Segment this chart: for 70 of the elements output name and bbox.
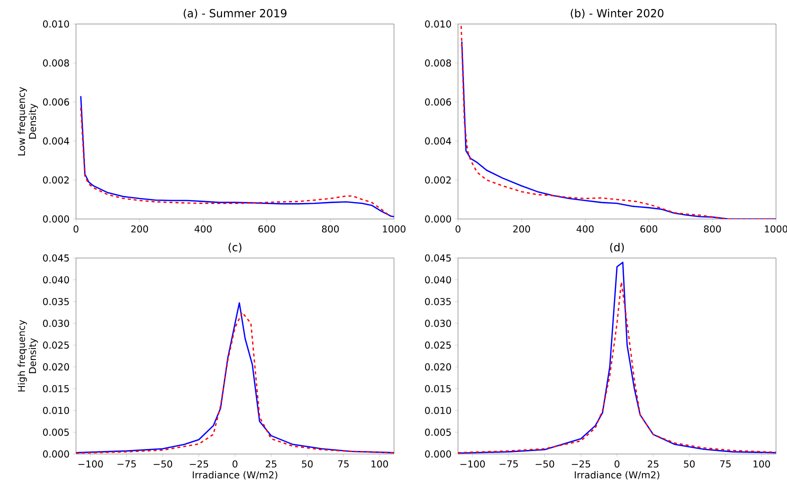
x-tick-label: 50 (684, 460, 695, 468)
y-tick-label: 0.015 (43, 385, 69, 392)
y-tick-label: 0.040 (43, 276, 69, 284)
x-tick-label: −100 (78, 460, 103, 468)
y-tick-label: 0.010 (425, 406, 451, 414)
x-axis-title: Irradiance (W/m2) (574, 471, 660, 480)
x-tick-label: −75 (500, 460, 518, 468)
y-tick-label: 0.030 (425, 320, 451, 327)
y-tick-label: 0.045 (43, 254, 69, 262)
x-tick-label: −25 (190, 460, 208, 468)
y-tick-label: 0.040 (425, 276, 451, 284)
x-tick-label: 400 (576, 225, 594, 233)
x-tick-label: −50 (154, 460, 172, 468)
x-tick-label: 0 (456, 225, 460, 233)
y-tick-label: 0.002 (425, 176, 451, 184)
x-tick-label: 800 (322, 225, 339, 233)
chart-title: (d) (610, 242, 624, 253)
y-tick-label: 0.005 (425, 428, 451, 436)
y-tick-label: 0.000 (43, 215, 69, 223)
x-tick-label: 400 (194, 225, 212, 233)
y-tick-label: 0.020 (43, 363, 69, 370)
x-tick-label: 75 (720, 460, 731, 468)
y-tick-label: 0.006 (425, 98, 452, 106)
y-tick-label: 0.004 (43, 137, 70, 145)
x-tick-label: 0 (614, 460, 620, 468)
x-tick-label: −75 (118, 460, 136, 468)
x-tick-label: 1000 (764, 225, 787, 233)
y-axis-title: Low frequency Density (18, 87, 38, 156)
x-tick-label: 100 (372, 460, 388, 468)
y-tick-label: 0.000 (425, 450, 451, 458)
y-tick-label: 0.010 (425, 20, 451, 28)
x-tick-label: 1000 (382, 225, 406, 233)
y-tick-label: 0.002 (43, 176, 69, 184)
x-tick-label: 0 (232, 460, 238, 468)
y-tick-label: 0.035 (43, 298, 69, 306)
y-tick-label: 0.000 (43, 450, 69, 458)
y-tick-label: 0.010 (43, 406, 69, 414)
y-axis-title: High frequency Density (18, 320, 38, 392)
y-tick-label: 0.025 (425, 342, 451, 349)
y-tick-label: 0.025 (43, 342, 69, 349)
y-tick-label: 0.008 (43, 59, 69, 67)
y-tick-label: 0.008 (425, 59, 451, 67)
x-tick-label: 600 (640, 225, 658, 233)
x-tick-label: 25 (648, 460, 658, 468)
chart-title: (c) (228, 242, 242, 253)
y-tick-label: 0.005 (43, 428, 69, 436)
chart-title: (a) - Summer 2019 (184, 8, 286, 19)
x-tick-label: 200 (513, 225, 530, 233)
x-tick-label: −100 (460, 460, 485, 468)
x-tick-label: 75 (338, 460, 349, 468)
y-tick-label: 0.020 (425, 363, 451, 370)
x-tick-label: 800 (704, 225, 721, 233)
x-tick-label: 0 (74, 225, 78, 233)
x-tick-label: 600 (258, 225, 276, 233)
y-tick-label: 0.000 (425, 215, 451, 223)
y-tick-label: 0.045 (425, 254, 451, 262)
x-tick-label: 100 (754, 460, 770, 468)
chart-title: (b) - Winter 2020 (570, 8, 664, 19)
x-tick-label: 200 (131, 225, 148, 233)
y-tick-label: 0.015 (425, 385, 451, 392)
y-tick-label: 0.035 (425, 298, 451, 306)
x-axis-title: Irradiance (W/m2) (192, 471, 278, 480)
y-tick-label: 0.030 (43, 320, 69, 327)
x-tick-label: 25 (266, 460, 276, 468)
y-tick-label: 0.010 (43, 20, 69, 28)
y-tick-label: 0.004 (425, 137, 452, 145)
x-tick-label: 50 (302, 460, 313, 468)
y-tick-label: 0.006 (43, 98, 70, 106)
x-tick-label: −50 (536, 460, 554, 468)
x-tick-label: −25 (572, 460, 590, 468)
